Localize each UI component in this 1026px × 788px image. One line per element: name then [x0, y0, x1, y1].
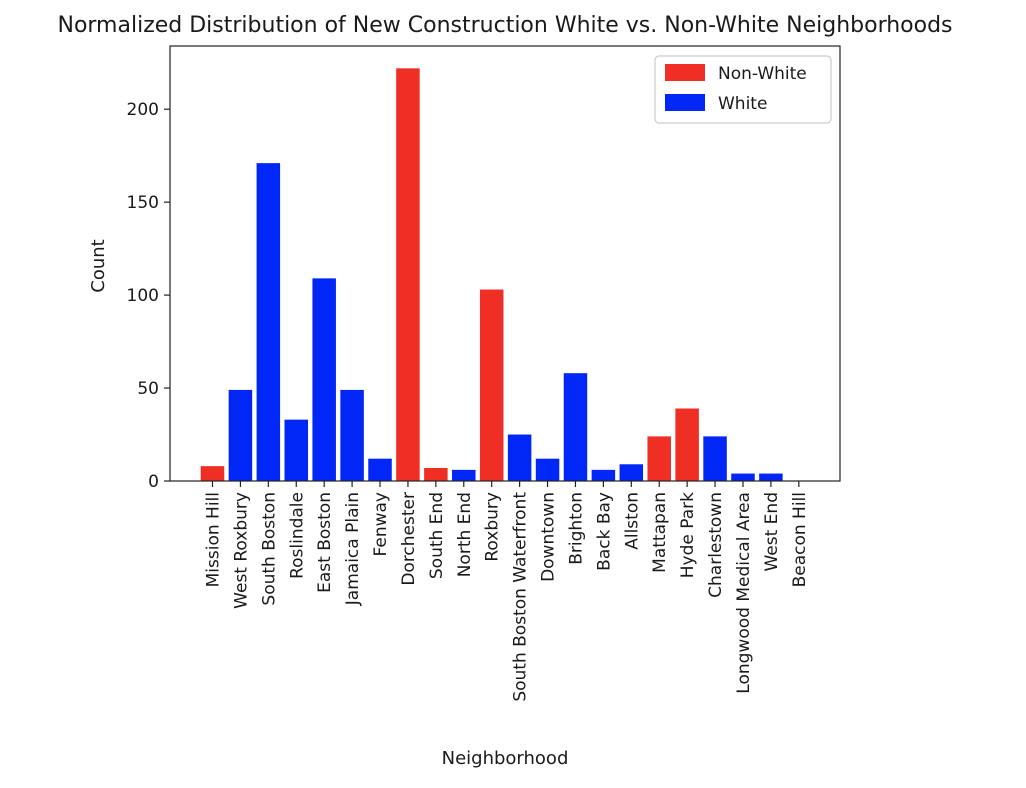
x-tick-label-longwood-medical-area: Longwood Medical Area: [734, 492, 754, 694]
x-tick-label-fenway: Fenway: [371, 492, 391, 556]
bar-south-boston-waterfront: [507, 434, 532, 481]
x-tick-label-charlestown: Charlestown: [706, 492, 726, 598]
x-tick-label-jamaica-plain: Jamaica Plain: [343, 492, 363, 606]
bar-roslindale: [284, 419, 309, 481]
y-tick-label: 100: [127, 286, 159, 306]
x-tick-label-east-boston: East Boston: [315, 492, 335, 593]
x-tick-label-south-boston: South Boston: [259, 492, 279, 606]
x-tick-label-dorchester: Dorchester: [399, 492, 419, 586]
x-tick-label-south-end: South End: [427, 492, 447, 579]
bar-west-end: [759, 473, 783, 481]
bar-south-boston: [256, 163, 281, 481]
x-tick-label-south-boston-waterfront: South Boston Waterfront: [511, 492, 531, 702]
x-tick-label-north-end: North End: [455, 492, 475, 577]
x-tick-label-mission-hill: Mission Hill: [204, 492, 224, 587]
bar-roxbury: [479, 289, 504, 481]
bar-jamaica-plain: [340, 389, 364, 481]
y-axis-label: Count: [88, 239, 109, 292]
x-tick-label-roslindale: Roslindale: [287, 492, 307, 579]
bar-north-end: [452, 469, 476, 481]
y-tick-label: 50: [137, 379, 159, 399]
x-tick-label-brighton: Brighton: [566, 492, 586, 565]
x-tick-label-roxbury: Roxbury: [483, 492, 503, 562]
x-tick-label-downtown: Downtown: [539, 492, 559, 582]
bar-fenway: [368, 458, 392, 481]
bar-hyde-park: [675, 408, 699, 481]
legend-label-white: White: [718, 94, 767, 114]
bar-dorchester: [396, 68, 420, 481]
legend: Non-White White: [654, 55, 832, 124]
bar-charlestown: [703, 436, 727, 481]
bar-longwood-medical-area: [731, 473, 755, 481]
y-tick-label: 200: [127, 100, 159, 120]
x-tick-label-mattapan: Mattapan: [650, 492, 670, 573]
bar-west-roxbury: [228, 389, 253, 481]
x-tick-label-west-roxbury: West Roxbury: [231, 492, 251, 609]
plot-frame: [169, 45, 841, 482]
x-axis: Mission Hill West Roxbury South Boston Rosl…: [204, 481, 810, 702]
x-tick-label-beacon-hill: Beacon Hill: [790, 492, 810, 587]
legend-label-non-white: Non-White: [718, 64, 807, 84]
y-tick-label: 150: [127, 193, 159, 213]
bar-mission-hill: [200, 466, 225, 481]
x-axis-label: Neighborhood: [442, 748, 569, 769]
chart-title: Normalized Distribution of New Construct…: [57, 13, 952, 38]
y-axis: 0 50 100 150 200: [127, 100, 170, 492]
bar-allston: [619, 464, 644, 481]
bar-east-boston: [312, 278, 336, 481]
bar-mattapan: [647, 436, 671, 481]
x-tick-label-hyde-park: Hyde Park: [678, 492, 698, 578]
bars: [200, 68, 783, 481]
y-tick-label: 0: [148, 472, 159, 492]
x-tick-label-allston: Allston: [622, 492, 642, 550]
x-tick-label-west-end: West End: [762, 492, 782, 572]
x-tick-label-back-bay: Back Bay: [594, 492, 614, 571]
bar-downtown: [535, 458, 560, 481]
bar-back-bay: [591, 469, 616, 481]
legend-swatch-white: [665, 94, 705, 111]
bar-south-end: [424, 467, 448, 481]
legend-swatch-non-white: [665, 64, 705, 81]
bar-brighton: [563, 373, 588, 481]
